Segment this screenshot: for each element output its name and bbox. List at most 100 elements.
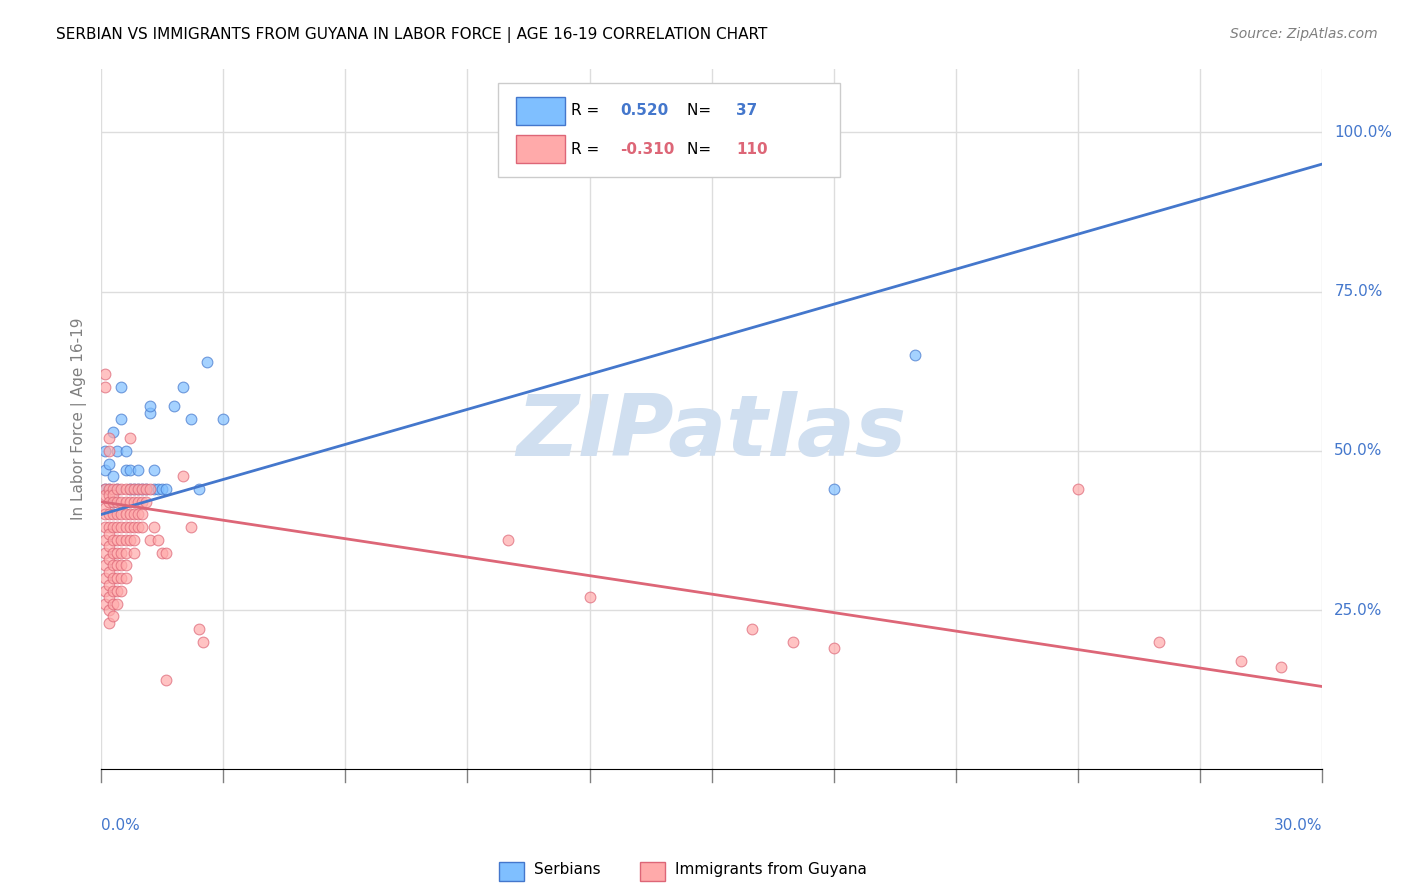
- Point: [114, 443, 136, 458]
- Point: [131, 482, 153, 496]
- Point: [110, 520, 132, 534]
- Point: [94, 482, 117, 496]
- Point: [127, 482, 149, 496]
- Point: [823, 641, 845, 656]
- Point: [103, 597, 125, 611]
- Point: [103, 482, 125, 496]
- Text: 25.0%: 25.0%: [1334, 603, 1382, 617]
- Point: [127, 494, 149, 508]
- Point: [107, 533, 129, 547]
- Text: Source: ZipAtlas.com: Source: ZipAtlas.com: [1230, 27, 1378, 41]
- Point: [782, 635, 804, 649]
- Point: [823, 482, 845, 496]
- Point: [143, 520, 166, 534]
- Point: [94, 571, 117, 585]
- Point: [107, 583, 129, 598]
- Text: 37: 37: [735, 103, 758, 118]
- Point: [700, 112, 723, 127]
- Point: [110, 494, 132, 508]
- Point: [110, 482, 132, 496]
- Point: [110, 380, 132, 394]
- Point: [114, 571, 136, 585]
- Point: [98, 615, 121, 630]
- Point: [1270, 660, 1292, 674]
- Point: [146, 533, 169, 547]
- Point: [110, 558, 132, 573]
- Point: [110, 583, 132, 598]
- Point: [110, 508, 132, 522]
- Text: Immigrants from Guyana: Immigrants from Guyana: [675, 863, 866, 877]
- Point: [127, 520, 149, 534]
- Point: [98, 577, 121, 591]
- Point: [98, 494, 121, 508]
- Point: [114, 546, 136, 560]
- Point: [135, 482, 157, 496]
- Point: [98, 603, 121, 617]
- Point: [107, 482, 129, 496]
- Point: [118, 431, 141, 445]
- Point: [127, 463, 149, 477]
- Point: [114, 533, 136, 547]
- Point: [139, 482, 162, 496]
- Point: [114, 482, 136, 496]
- Point: [110, 571, 132, 585]
- Point: [110, 412, 132, 426]
- Point: [110, 546, 132, 560]
- Point: [103, 583, 125, 598]
- Point: [98, 565, 121, 579]
- Bar: [516, 135, 565, 163]
- Point: [94, 463, 117, 477]
- Point: [94, 533, 117, 547]
- Point: [98, 482, 121, 496]
- Point: [118, 508, 141, 522]
- Text: -0.310: -0.310: [620, 142, 675, 157]
- Point: [98, 520, 121, 534]
- Text: R =: R =: [571, 142, 605, 157]
- Point: [150, 482, 173, 496]
- Point: [139, 399, 162, 413]
- Point: [103, 494, 125, 508]
- Point: [98, 457, 121, 471]
- Text: 0.0%: 0.0%: [101, 818, 139, 833]
- Text: Serbians: Serbians: [534, 863, 600, 877]
- Point: [98, 591, 121, 605]
- Point: [114, 463, 136, 477]
- Point: [98, 526, 121, 541]
- Point: [172, 469, 194, 483]
- Point: [904, 348, 927, 362]
- Point: [94, 546, 117, 560]
- Point: [195, 354, 218, 368]
- Point: [94, 558, 117, 573]
- Point: [107, 597, 129, 611]
- Point: [118, 482, 141, 496]
- FancyBboxPatch shape: [498, 83, 839, 178]
- Point: [139, 533, 162, 547]
- Point: [98, 508, 121, 522]
- Point: [98, 488, 121, 502]
- Point: [107, 520, 129, 534]
- Point: [180, 412, 202, 426]
- Point: [122, 494, 145, 508]
- Point: [103, 609, 125, 624]
- Point: [122, 533, 145, 547]
- Point: [135, 494, 157, 508]
- Point: [107, 443, 129, 458]
- Point: [114, 558, 136, 573]
- Text: SERBIAN VS IMMIGRANTS FROM GUYANA IN LABOR FORCE | AGE 16-19 CORRELATION CHART: SERBIAN VS IMMIGRANTS FROM GUYANA IN LAB…: [56, 27, 768, 43]
- Point: [180, 520, 202, 534]
- Text: 110: 110: [735, 142, 768, 157]
- Point: [103, 558, 125, 573]
- Point: [155, 673, 177, 687]
- Point: [94, 583, 117, 598]
- Point: [143, 482, 166, 496]
- Point: [496, 533, 519, 547]
- Point: [114, 494, 136, 508]
- Point: [187, 482, 209, 496]
- Point: [741, 622, 763, 636]
- Point: [135, 482, 157, 496]
- Point: [118, 463, 141, 477]
- Point: [98, 539, 121, 553]
- Point: [103, 494, 125, 508]
- Point: [98, 552, 121, 566]
- Y-axis label: In Labor Force | Age 16-19: In Labor Force | Age 16-19: [72, 318, 87, 520]
